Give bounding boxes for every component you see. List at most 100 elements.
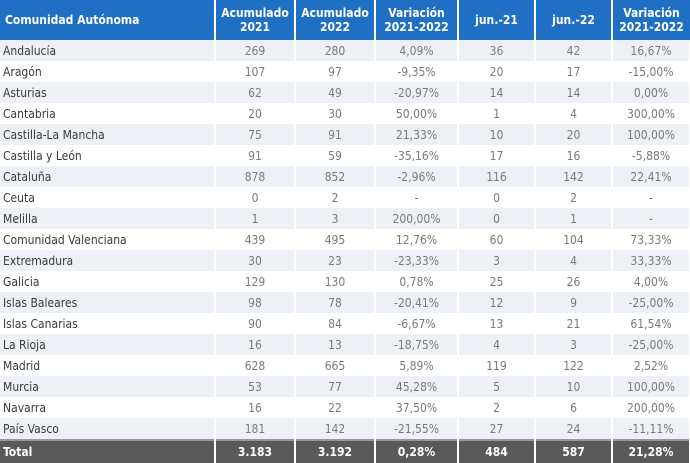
cell-region: Castilla y León <box>0 145 216 166</box>
cell-jun-22: 122 <box>535 355 613 376</box>
table-row: Comunidad Valenciana 439 495 12,76% 60 104 73,… <box>0 229 690 250</box>
table-row: Ceuta 0 2-0 2- <box>0 187 690 208</box>
cell-jun-21: 25 <box>458 271 536 292</box>
cell-variacion-acumulado: -9,35% <box>375 61 459 82</box>
cell-variacion-acumulado: - <box>375 187 459 208</box>
cell-variacion-jun: 61,54% <box>612 313 690 334</box>
table-row: Islas Baleares 98 78 -20,41% 12 9 -25,00% <box>0 292 690 313</box>
total-jun-21: 484 <box>458 439 536 463</box>
total-region: Total <box>0 439 216 463</box>
cell-region: Melilla <box>0 208 216 229</box>
cell-jun-22: 17 <box>535 61 613 82</box>
cell-jun-22: 1 <box>535 208 613 229</box>
cell-acumulado-2022: 13 <box>295 334 376 355</box>
cell-jun-21: 4 <box>458 334 536 355</box>
cell-variacion-acumulado: 4,09% <box>375 40 459 61</box>
cell-acumulado-2021: 1 <box>215 208 296 229</box>
cell-region: País Vasco <box>0 418 216 440</box>
cell-acumulado-2021: 628 <box>215 355 296 376</box>
cell-region: Aragón <box>0 61 216 82</box>
cell-acumulado-2022: 30 <box>295 103 376 124</box>
header-row: Comunidad Autónoma Acumulado 2021 Acumulad… <box>0 0 690 40</box>
cell-variacion-jun: 100,00% <box>612 376 690 397</box>
cell-acumulado-2021: 91 <box>215 145 296 166</box>
total-variacion-acumulado: 0,28% <box>375 439 459 463</box>
cell-jun-22: 3 <box>535 334 613 355</box>
cell-region: Islas Baleares <box>0 292 216 313</box>
cell-jun-22: 104 <box>535 229 613 250</box>
cell-jun-21: 20 <box>458 61 536 82</box>
cell-variacion-acumulado: -6,67% <box>375 313 459 334</box>
cell-region: Murcia <box>0 376 216 397</box>
cell-acumulado-2021: 90 <box>215 313 296 334</box>
total-acumulado-2022: 3.192 <box>295 439 376 463</box>
cell-variacion-acumulado: -20,97% <box>375 82 459 103</box>
cell-jun-21: 5 <box>458 376 536 397</box>
cell-region: Extremadura <box>0 250 216 271</box>
cell-variacion-jun: -25,00% <box>612 292 690 313</box>
cell-acumulado-2021: 129 <box>215 271 296 292</box>
header-variacion-jun: Variación 2021-2022 <box>612 0 690 40</box>
cell-variacion-jun: -25,00% <box>612 334 690 355</box>
cell-variacion-jun: 100,00% <box>612 124 690 145</box>
cell-jun-21: 116 <box>458 166 536 187</box>
cell-jun-21: 27 <box>458 418 536 440</box>
cell-region: Castilla-La Mancha <box>0 124 216 145</box>
total-row: Total 3.183 3.192 0,28% 484 587 21,28% <box>0 439 690 463</box>
cell-region: Andalucía <box>0 40 216 61</box>
header-region: Comunidad Autónoma <box>0 0 216 40</box>
cell-acumulado-2022: 91 <box>295 124 376 145</box>
total-jun-22: 587 <box>535 439 613 463</box>
cell-acumulado-2021: 181 <box>215 418 296 440</box>
cell-region: Galicia <box>0 271 216 292</box>
cell-variacion-acumulado: 12,76% <box>375 229 459 250</box>
cell-acumulado-2021: 439 <box>215 229 296 250</box>
cell-region: Cantabria <box>0 103 216 124</box>
cell-jun-22: 20 <box>535 124 613 145</box>
cell-variacion-jun: -15,00% <box>612 61 690 82</box>
table-row: Castilla y León 91 59 -35,16% 17 16 -5,88% <box>0 145 690 166</box>
cell-acumulado-2021: 20 <box>215 103 296 124</box>
cell-variacion-acumulado: -2,96% <box>375 166 459 187</box>
cell-variacion-jun: 16,67% <box>612 40 690 61</box>
header-jun-21: jun.-21 <box>458 0 536 40</box>
cell-jun-22: 14 <box>535 82 613 103</box>
cell-region: Islas Canarias <box>0 313 216 334</box>
cell-acumulado-2022: 23 <box>295 250 376 271</box>
cell-region: Cataluña <box>0 166 216 187</box>
cell-acumulado-2021: 878 <box>215 166 296 187</box>
cell-jun-22: 4 <box>535 103 613 124</box>
cell-acumulado-2022: 3 <box>295 208 376 229</box>
cell-variacion-acumulado: 200,00% <box>375 208 459 229</box>
cell-variacion-jun: - <box>612 187 690 208</box>
cell-variacion-jun: 2,52% <box>612 355 690 376</box>
cell-jun-21: 0 <box>458 208 536 229</box>
cell-jun-21: 13 <box>458 313 536 334</box>
cell-jun-21: 14 <box>458 82 536 103</box>
cell-variacion-acumulado: 5,89% <box>375 355 459 376</box>
cell-variacion-jun: 4,00% <box>612 271 690 292</box>
cell-variacion-acumulado: 37,50% <box>375 397 459 418</box>
header-acumulado-2022: Acumulado 2022 <box>295 0 376 40</box>
header-acumulado-2021: Acumulado 2021 <box>215 0 296 40</box>
cell-variacion-jun: - <box>612 208 690 229</box>
cell-acumulado-2021: 75 <box>215 124 296 145</box>
cell-jun-22: 6 <box>535 397 613 418</box>
table-row: Murcia 53 77 45,28% 5 10 100,00% <box>0 376 690 397</box>
cell-jun-22: 4 <box>535 250 613 271</box>
cell-acumulado-2021: 98 <box>215 292 296 313</box>
cell-acumulado-2022: 78 <box>295 292 376 313</box>
table-row: Madrid 628 665 5,89% 119 122 2,52% <box>0 355 690 376</box>
cell-variacion-jun: 200,00% <box>612 397 690 418</box>
cell-acumulado-2022: 280 <box>295 40 376 61</box>
cell-jun-21: 119 <box>458 355 536 376</box>
cell-acumulado-2022: 22 <box>295 397 376 418</box>
total-variacion-jun: 21,28% <box>612 439 690 463</box>
cell-jun-21: 17 <box>458 145 536 166</box>
table-row: Aragón 107 97 -9,35% 20 17 -15,00% <box>0 61 690 82</box>
cell-acumulado-2022: 495 <box>295 229 376 250</box>
cell-variacion-acumulado: -18,75% <box>375 334 459 355</box>
cell-region: Ceuta <box>0 187 216 208</box>
header-jun-22: jun.-22 <box>535 0 613 40</box>
